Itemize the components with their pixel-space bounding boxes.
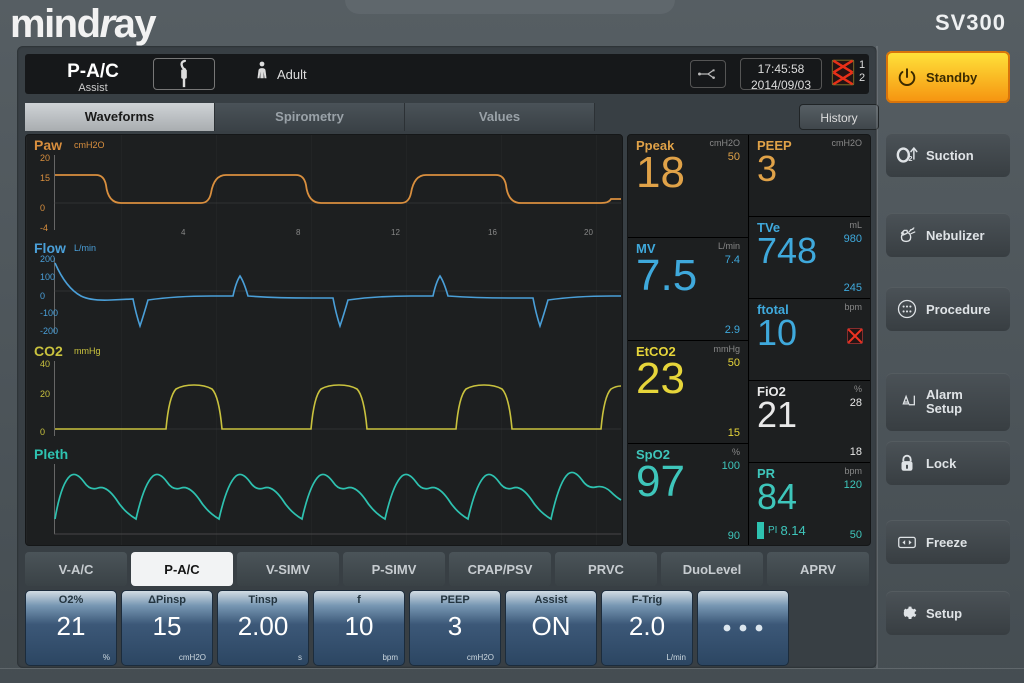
svg-text:16: 16	[488, 228, 497, 237]
svg-text:2: 2	[908, 154, 912, 163]
svg-text:4: 4	[181, 228, 186, 237]
svg-text:8: 8	[296, 228, 301, 237]
svg-text:12: 12	[391, 228, 400, 237]
svg-text:20: 20	[584, 228, 593, 237]
